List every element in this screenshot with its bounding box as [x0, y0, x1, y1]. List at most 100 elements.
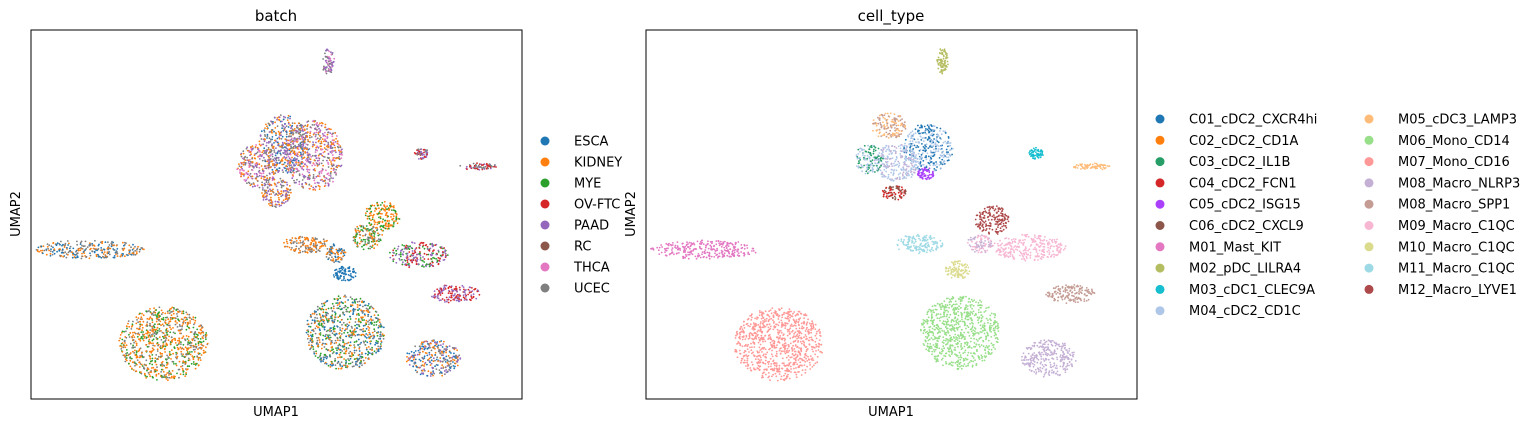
umap-point	[286, 199, 289, 202]
umap-point	[298, 242, 300, 244]
umap-point	[333, 298, 336, 300]
umap-point	[347, 299, 349, 301]
umap-point	[886, 124, 888, 127]
umap-point	[132, 369, 135, 371]
umap-point	[185, 335, 188, 337]
umap-point	[440, 344, 442, 347]
umap-point	[275, 152, 277, 155]
umap-point	[322, 68, 325, 71]
umap-point	[421, 341, 423, 344]
umap-point	[182, 371, 185, 373]
umap-point	[275, 161, 277, 164]
umap-point	[140, 355, 143, 358]
umap-point	[432, 296, 435, 299]
umap-point	[66, 246, 68, 249]
umap-point	[293, 122, 296, 125]
umap-point	[299, 239, 302, 242]
umap-point	[369, 245, 372, 248]
umap-point	[427, 358, 430, 361]
umap-point	[160, 324, 162, 327]
umap-point	[304, 175, 307, 178]
umap-point	[355, 235, 358, 237]
umap-point	[302, 125, 305, 128]
umap-point	[476, 162, 478, 165]
umap-point	[339, 146, 342, 149]
umap-point	[451, 292, 453, 295]
umap-point	[407, 258, 410, 261]
umap-point	[95, 253, 98, 256]
umap-point	[135, 350, 138, 352]
umap-point	[307, 120, 310, 123]
umap-point	[335, 157, 337, 160]
umap-point	[248, 174, 251, 177]
umap-point	[352, 268, 355, 271]
umap-point	[279, 145, 281, 148]
umap-point	[354, 272, 357, 274]
umap-point	[156, 342, 159, 344]
umap-point	[174, 332, 176, 335]
umap-point	[116, 255, 119, 257]
umap-point	[403, 248, 406, 250]
umap-point	[316, 345, 319, 348]
umap-point	[431, 346, 434, 349]
umap-point	[341, 323, 343, 326]
umap-point	[939, 59, 942, 62]
umap-point	[430, 356, 432, 359]
umap-point	[453, 288, 456, 291]
umap-point	[322, 315, 325, 317]
batch-panel: batch UMAP1 UMAP2 ESCAKIDNEYMYEOV-FTCPAA…	[9, 7, 622, 420]
umap-point	[363, 319, 365, 321]
umap-point	[402, 251, 405, 253]
umap-point	[459, 358, 462, 360]
umap-point	[240, 166, 243, 169]
umap-point	[135, 316, 138, 319]
umap-point	[279, 152, 282, 155]
umap-point	[439, 360, 442, 363]
umap-point	[369, 235, 372, 237]
umap-point	[894, 117, 897, 120]
umap-point	[364, 344, 367, 346]
umap-point	[331, 317, 333, 320]
umap-point	[306, 244, 308, 247]
umap-point	[329, 254, 332, 256]
umap-point	[312, 330, 315, 332]
umap-point	[309, 136, 311, 139]
umap-point	[267, 146, 270, 149]
umap-point	[139, 312, 141, 315]
umap-point	[321, 154, 324, 157]
umap-point	[408, 251, 411, 253]
umap-point	[122, 346, 125, 349]
umap-point	[273, 151, 276, 153]
umap-point	[284, 126, 287, 129]
umap-point	[325, 256, 328, 258]
umap-point	[281, 120, 283, 123]
umap-point	[318, 162, 321, 165]
umap-point	[459, 295, 462, 297]
umap-point	[279, 114, 282, 116]
umap-point	[160, 309, 163, 312]
umap-point	[422, 256, 424, 258]
umap-point	[185, 368, 188, 371]
umap-point	[388, 208, 391, 210]
umap-point	[164, 321, 167, 324]
umap-point	[282, 152, 285, 155]
umap-point	[319, 122, 321, 125]
umap-point	[437, 249, 440, 252]
umap-point	[377, 348, 380, 351]
umap-point	[276, 151, 279, 154]
umap-point	[331, 154, 334, 156]
umap-point	[438, 290, 440, 292]
umap-point	[364, 233, 367, 236]
umap-point	[286, 188, 289, 191]
umap-point	[358, 242, 361, 245]
umap-point	[445, 355, 448, 358]
umap-point	[373, 235, 376, 238]
umap-point	[356, 334, 359, 336]
umap-point	[128, 251, 131, 253]
umap-point	[314, 316, 316, 319]
umap-point	[54, 243, 57, 246]
umap-point	[293, 127, 296, 130]
umap-point	[335, 168, 337, 171]
umap-cluster	[389, 241, 449, 269]
umap-point	[349, 344, 352, 347]
